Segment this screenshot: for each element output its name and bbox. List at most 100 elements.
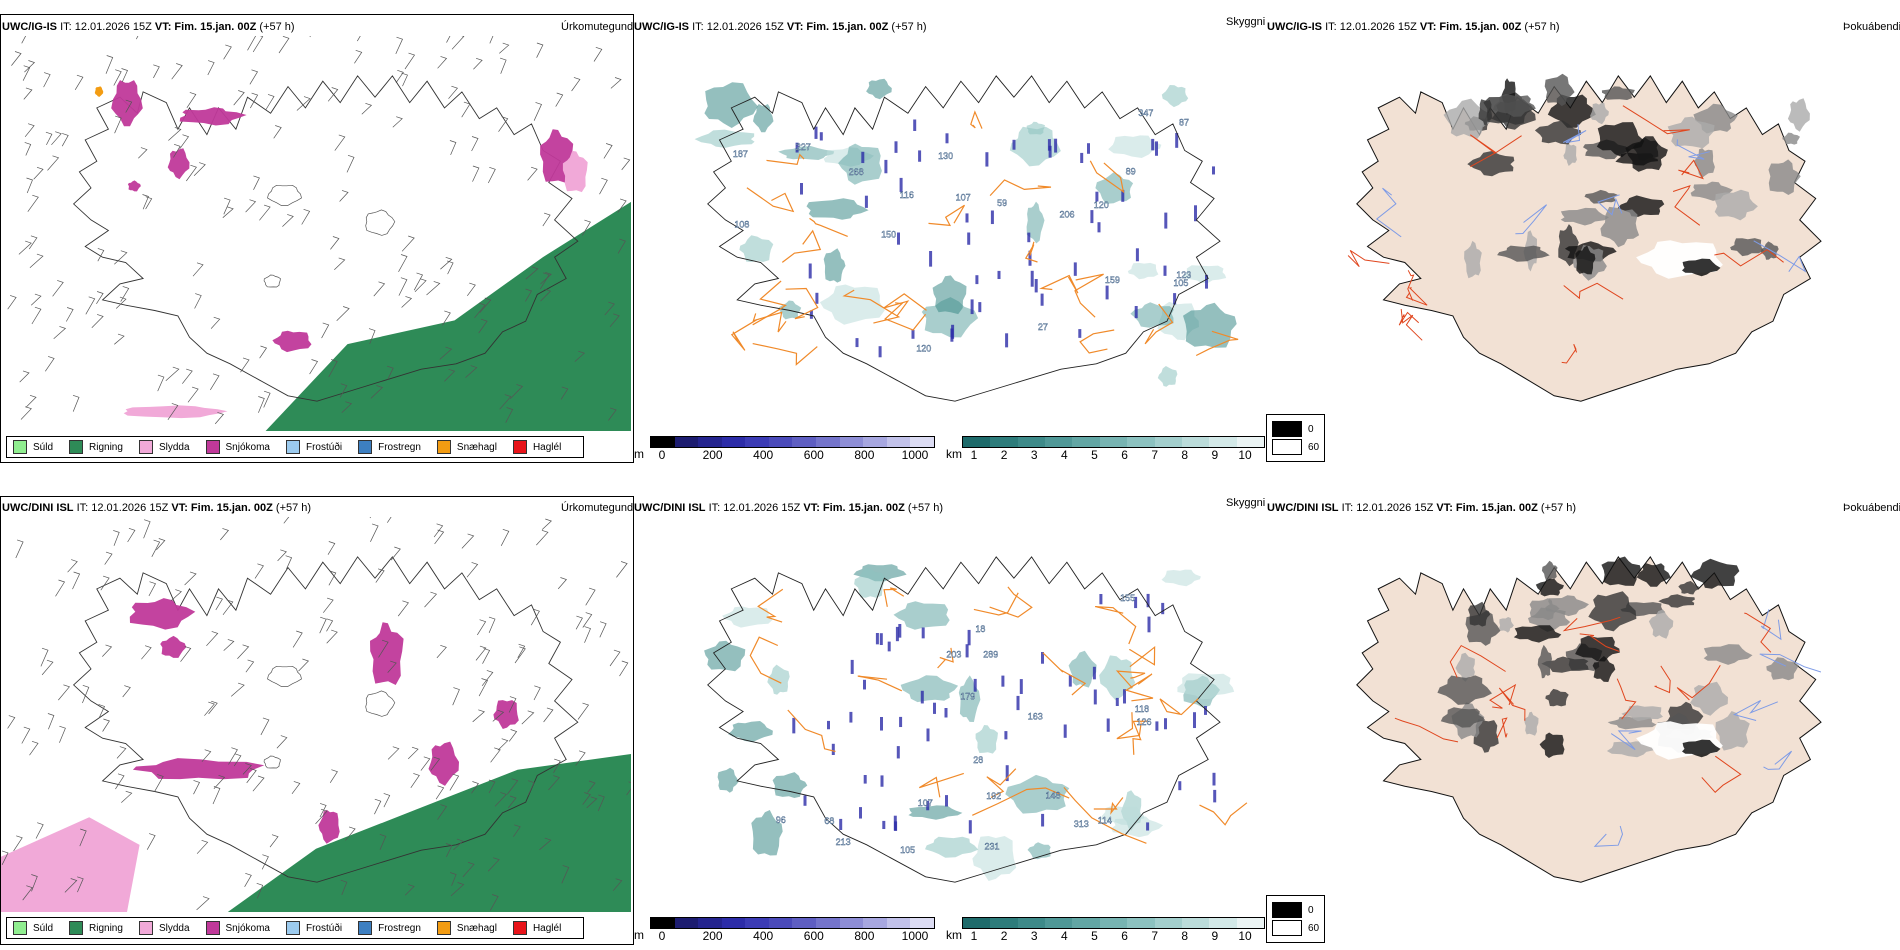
colorbar-cell — [721, 918, 746, 928]
wind-barb — [233, 90, 245, 106]
wind-barb — [585, 587, 596, 606]
wind-barb — [215, 596, 223, 611]
colorbar-cell — [698, 437, 722, 447]
low-visibility-area — [1183, 302, 1237, 348]
wind-barb — [58, 684, 70, 701]
wind-barb — [356, 36, 361, 42]
wind-barb — [170, 589, 182, 601]
wind-barb — [254, 563, 264, 579]
road — [766, 153, 805, 166]
coastline — [707, 75, 1221, 402]
wind-barb — [309, 359, 319, 375]
height-streak — [929, 251, 933, 267]
road — [1115, 670, 1146, 689]
fog-layer — [1356, 556, 1822, 883]
precip-legend: Súld Rigning Slydda Snjókoma Frostúði Frostre… — [6, 436, 585, 458]
wind-barb — [536, 529, 549, 546]
low-visibility-area — [806, 198, 869, 220]
colorbar-tick: 2 — [1000, 448, 1008, 462]
wind-barb — [210, 316, 221, 329]
low-visibility-area — [866, 78, 892, 100]
wind-barb — [309, 36, 311, 38]
wind-barb — [488, 616, 496, 634]
wind-barb — [471, 136, 479, 152]
glacier-outline — [267, 665, 302, 687]
model-name: UWC/DINI ISL — [1267, 502, 1339, 514]
wind-barb — [21, 36, 27, 44]
low-visibility-area — [1127, 262, 1159, 280]
low-visibility-area — [1177, 673, 1235, 700]
colorbar-unit: m — [634, 928, 644, 942]
legend-label: Haglél — [532, 441, 562, 453]
fog-legend-swatch — [1272, 902, 1302, 918]
height-streak — [1005, 333, 1009, 348]
wind-barb — [449, 872, 457, 886]
wind-barb — [328, 570, 337, 586]
visibility-label: 227 — [796, 142, 811, 152]
colorbar-cell — [1072, 437, 1100, 447]
wind-barb — [414, 278, 427, 293]
wind-barb — [212, 786, 221, 805]
height-streak — [859, 807, 862, 819]
legend-swatch — [69, 921, 84, 935]
visibility-label: 27 — [1038, 322, 1048, 332]
height-streak — [1164, 718, 1167, 730]
wind-barb — [148, 581, 157, 597]
height-streak — [975, 275, 979, 285]
legend-label: Rigning — [89, 922, 123, 934]
wind-barb — [206, 631, 219, 647]
fog-index-patch — [1714, 189, 1758, 221]
height-streak — [887, 641, 891, 652]
legend-label: Snjókoma — [225, 922, 270, 934]
fog-index-patch — [1534, 120, 1581, 145]
wind-barb — [125, 99, 133, 113]
wind-barb — [193, 780, 200, 795]
fog-index-patch — [1658, 594, 1695, 608]
fog-index-patch — [1768, 159, 1801, 195]
legend-item: Slydda — [138, 921, 190, 935]
snow-area — [493, 700, 519, 729]
height-streak — [803, 795, 807, 806]
height-streak — [926, 800, 930, 811]
snow-area — [129, 598, 196, 630]
wind-barb — [536, 42, 544, 58]
coastline — [707, 556, 1221, 883]
legend-item: Snæhagl — [436, 921, 497, 935]
wind-barb — [467, 282, 476, 297]
wind-barb — [31, 874, 38, 892]
colorbar-unit: km — [946, 928, 962, 942]
wind-barb — [114, 333, 125, 345]
wind-barb — [249, 92, 259, 109]
legend-item: Súld — [13, 440, 53, 454]
colorbar-tick: 10 — [1238, 448, 1252, 462]
wind-barb — [494, 792, 507, 807]
low-visibility-area — [704, 640, 746, 672]
wind-barb — [472, 165, 480, 182]
wind-barb — [223, 197, 231, 215]
colorbar-tick: 600 — [803, 448, 824, 462]
wind-barb — [445, 843, 453, 858]
road — [809, 217, 848, 237]
height-streak — [849, 711, 853, 723]
height-colorbar: m 0 200 400 600 800 1000 — [634, 436, 935, 462]
visibility-label: 118 — [1135, 704, 1149, 714]
wind-barb — [508, 696, 517, 713]
wind-barb — [296, 96, 311, 111]
wind-barb — [259, 345, 268, 359]
wind-barb — [404, 884, 415, 896]
visibility-label: 89 — [1126, 167, 1136, 177]
wind-barb — [31, 306, 42, 325]
fog-legend: 0 60 — [1266, 895, 1326, 943]
model-name: UWC/IG-IS — [634, 21, 689, 33]
road — [1195, 330, 1239, 357]
wind-barb — [461, 533, 475, 549]
visibility-label: 105 — [1173, 278, 1188, 288]
model-name: UWC/DINI ISL — [2, 502, 74, 514]
wind-barb — [122, 685, 131, 698]
height-streak — [1115, 697, 1119, 707]
wind-barb — [192, 262, 204, 277]
height-streak — [967, 629, 971, 646]
wind-barb — [420, 756, 431, 771]
wind-barb — [156, 538, 166, 551]
wind-barb — [100, 575, 110, 591]
